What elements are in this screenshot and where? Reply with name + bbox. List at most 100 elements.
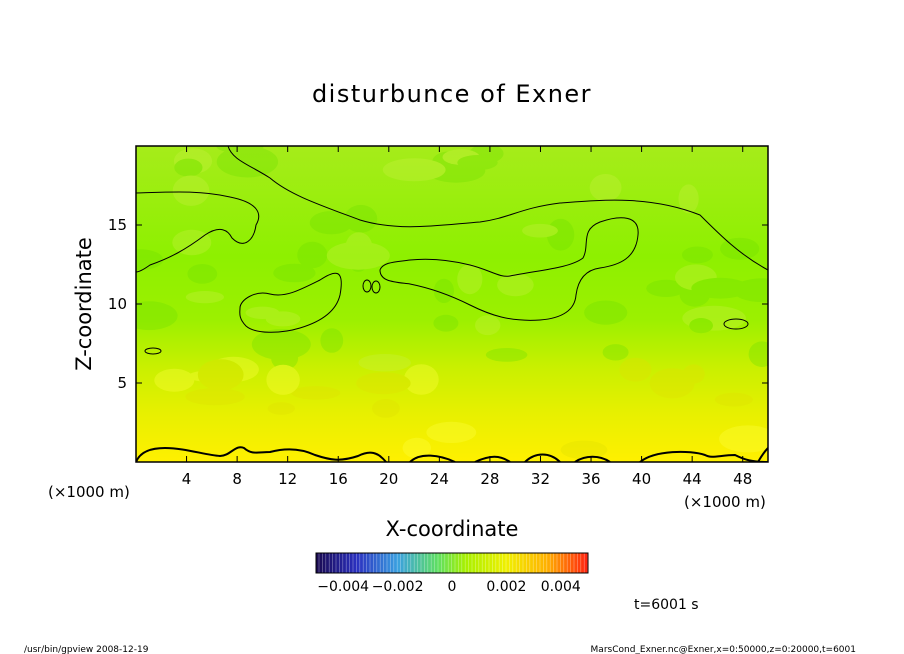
field-blotch	[251, 328, 311, 360]
x-tick-label: 16	[329, 470, 348, 488]
field-blotch	[403, 364, 439, 395]
y-unit-label: (×1000 m)	[48, 483, 130, 501]
field-blotch	[187, 264, 218, 284]
colorbar-bands	[318, 553, 588, 573]
field-blotch	[457, 264, 483, 295]
contour-small-1	[362, 279, 372, 293]
field-blotch	[426, 421, 477, 443]
field-blotch	[433, 278, 454, 304]
field-blotch	[678, 184, 699, 214]
field-blotch	[584, 300, 628, 325]
x-tick-label: 44	[683, 470, 702, 488]
contour-left-tongue	[136, 191, 260, 273]
field-blotch	[497, 273, 534, 297]
field-blotch	[136, 301, 178, 331]
x-tick-label: 24	[430, 470, 449, 488]
contour-small-2	[371, 280, 381, 294]
x-tick-label: 8	[232, 470, 242, 488]
field-blotch	[187, 369, 246, 383]
field-blotch	[320, 328, 344, 353]
x-tick-label: 28	[480, 470, 499, 488]
x-axis-title: X-coordinate	[386, 517, 519, 541]
field-blotch	[619, 357, 652, 382]
colorbar-frame	[315, 552, 589, 574]
contour-blob-center	[379, 217, 639, 321]
field-background	[136, 146, 768, 462]
field-blotch	[266, 364, 300, 395]
field-blotch	[602, 344, 629, 361]
field-blotch	[646, 279, 686, 297]
field-blotch	[748, 341, 768, 367]
time-label: t=6001 s	[634, 597, 699, 613]
footer-right: MarsCond_Exner.nc@Exner,x=0:50000,z=0:20…	[591, 645, 856, 654]
field-blotch	[297, 241, 328, 269]
contour-upper	[227, 146, 768, 271]
field-blotch	[714, 392, 754, 407]
field-blotch	[154, 368, 195, 392]
field-blotch	[271, 346, 299, 370]
chart-title: disturbunce of Exner	[312, 80, 592, 108]
field-blotch	[682, 364, 705, 384]
field-blotch	[475, 315, 501, 336]
field-texture	[136, 146, 768, 460]
field-blotch	[265, 311, 301, 327]
field-blotch	[326, 241, 390, 270]
field-blotch	[208, 356, 259, 382]
field-blotch	[546, 218, 575, 251]
field-blotch	[675, 264, 717, 291]
field-blotch	[172, 175, 210, 206]
x-unit-label: (×1000 m)	[684, 493, 766, 511]
x-tick-label: 32	[531, 470, 550, 488]
field-blotch	[173, 148, 213, 174]
x-tick-label: 12	[278, 470, 297, 488]
field-blotch	[649, 368, 695, 399]
field-blotch	[433, 314, 459, 332]
field-blotch	[344, 204, 378, 233]
colorbar-tick-label: −0.004	[317, 579, 369, 595]
field-blotch	[720, 237, 760, 260]
contour-lines	[136, 146, 768, 462]
field-blotch	[691, 277, 750, 299]
contour-small-right	[723, 318, 749, 330]
field-blotch	[442, 149, 480, 165]
field-blotch	[245, 306, 280, 319]
field-blotch	[682, 305, 746, 331]
colorbar-ticks: −0.004 −0.002 0 0.002 0.004	[317, 579, 581, 595]
colorbar-tick-label: 0.002	[486, 579, 526, 595]
field-blotch	[185, 291, 224, 304]
field-blotch	[346, 241, 371, 272]
field-blotch	[197, 359, 244, 391]
field-blotch	[358, 354, 411, 372]
colorbar-tick-label: 0	[448, 579, 457, 595]
colorbar-gradient	[316, 553, 588, 573]
field-blotch	[402, 437, 431, 459]
field-blotch	[689, 318, 713, 334]
footer-left: /usr/bin/gpview 2008-12-19	[24, 645, 149, 654]
x-tick-label: 20	[379, 470, 398, 488]
field-blotch	[457, 155, 498, 171]
contour-blob-left	[239, 272, 342, 333]
field-blotch	[309, 211, 353, 235]
x-tick-label: 36	[581, 470, 600, 488]
y-tick-label: 10	[108, 295, 127, 313]
x-tick-label: 40	[632, 470, 651, 488]
field-blotch	[732, 278, 768, 303]
y-axis-title: Z-coordinate	[72, 237, 96, 371]
field-blotch	[382, 158, 446, 182]
y-tick-label: 15	[108, 216, 127, 234]
heatmap-field	[136, 146, 768, 462]
contour-surface	[136, 446, 768, 462]
field-blotch	[589, 174, 622, 202]
field-blotch	[426, 158, 486, 183]
field-blotch	[185, 388, 245, 406]
field-blotch	[679, 282, 710, 307]
field-blotch	[291, 386, 341, 400]
field-blotch	[372, 399, 400, 418]
field-blotch	[174, 158, 203, 177]
field-blotch	[469, 146, 504, 164]
field-blotch	[522, 223, 558, 238]
field-blotch	[485, 348, 528, 362]
field-blotch	[345, 232, 373, 263]
field-blotch	[719, 425, 768, 453]
